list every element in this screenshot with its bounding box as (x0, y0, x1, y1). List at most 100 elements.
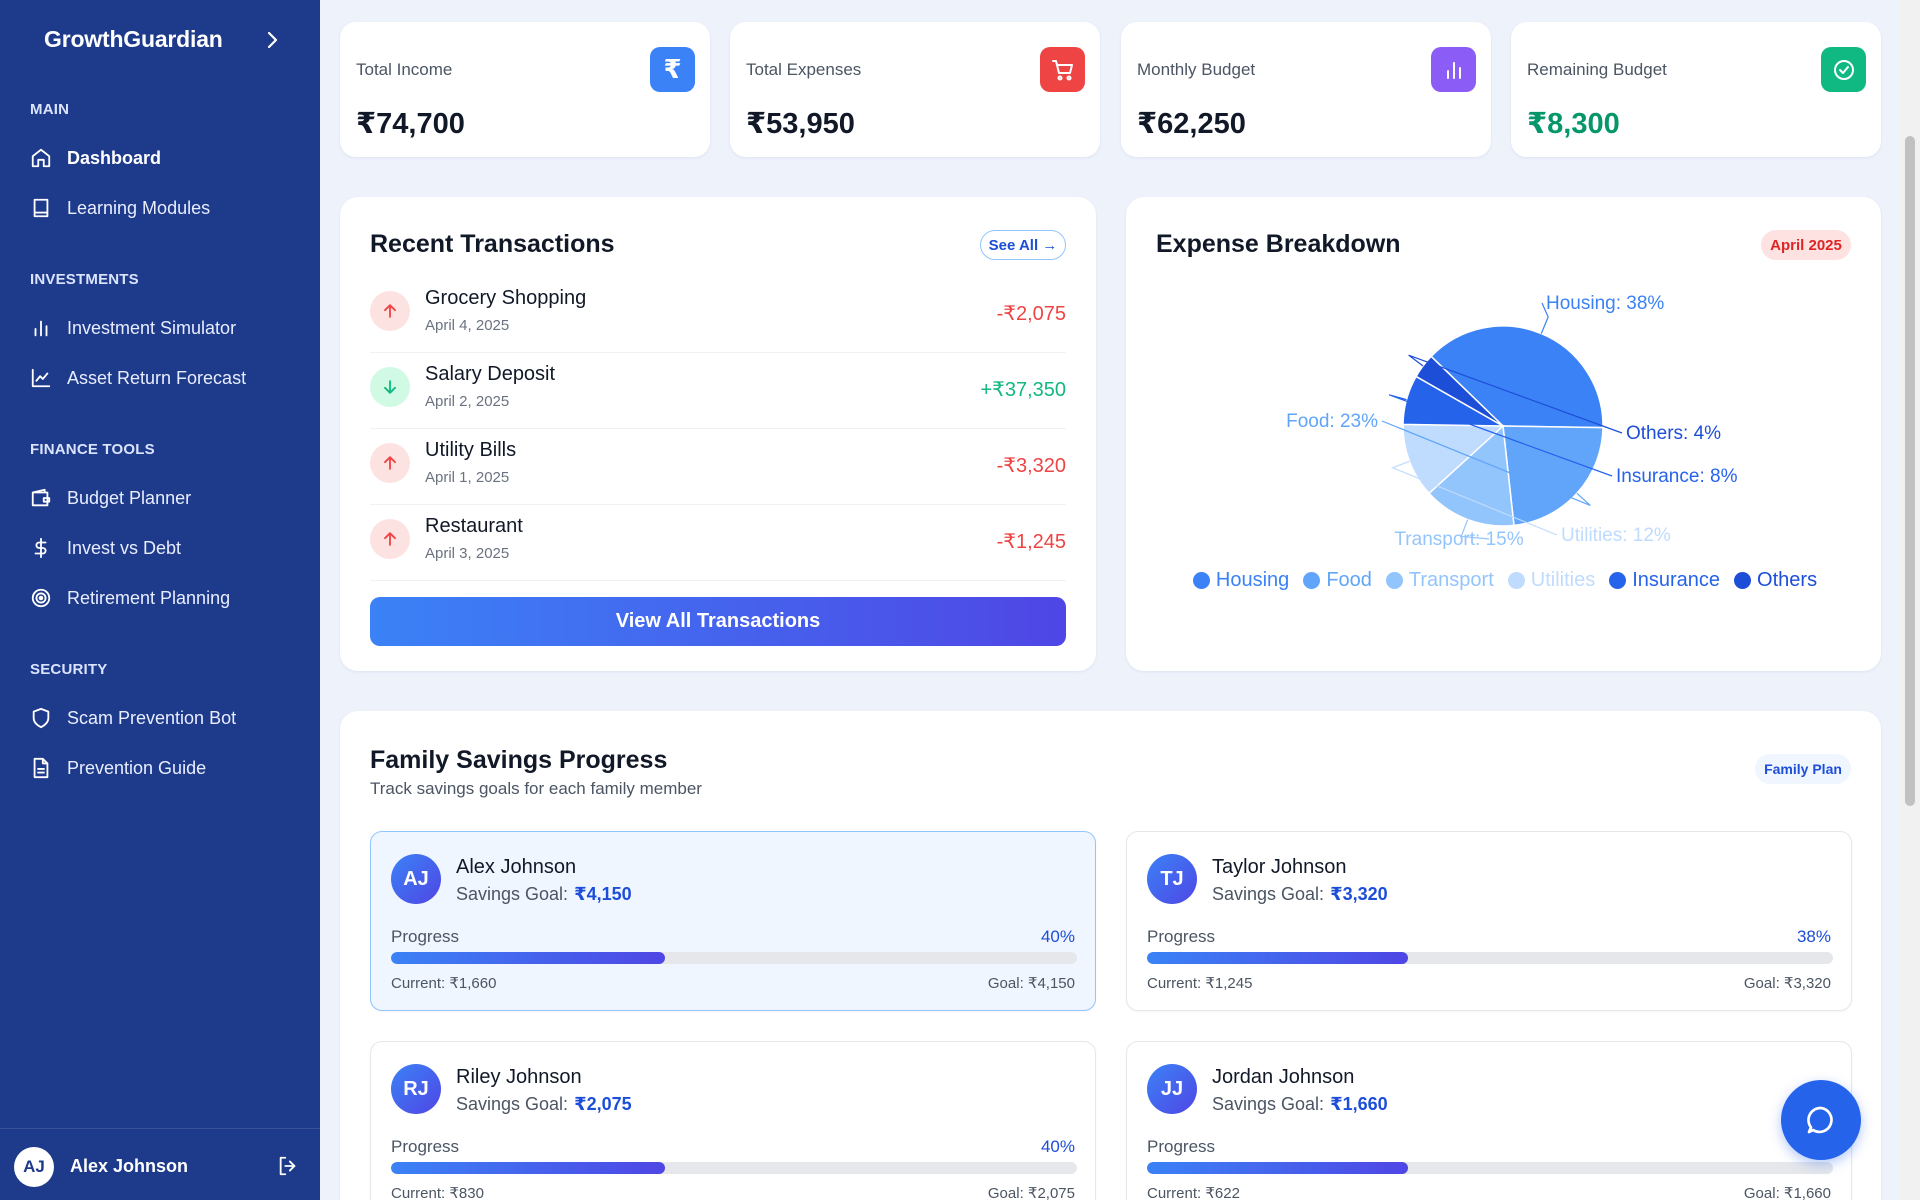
progress-bar (1147, 952, 1833, 964)
family-member-card[interactable]: RJ Riley Johnson Savings Goal: ₹2,075 Progre… (370, 1041, 1096, 1200)
progress-bar (1147, 1162, 1833, 1174)
table-row[interactable]: Salary Deposit April 2, 2025 +₹37,350 (370, 353, 1066, 429)
scrollbar-thumb[interactable] (1905, 136, 1915, 806)
sidebar-item-invest-vs-debt[interactable]: Invest vs Debt (30, 533, 290, 563)
progress-bar-fill (1147, 1162, 1408, 1174)
sidebar-item-scam-prevention-bot[interactable]: Scam Prevention Bot (30, 703, 290, 733)
legend-label: Food (1326, 569, 1372, 591)
sidebar-item-retirement-planning[interactable]: Retirement Planning (30, 583, 290, 613)
table-row[interactable]: Grocery Shopping April 4, 2025 -₹2,075 (370, 277, 1066, 353)
avatar[interactable]: AJ (14, 1147, 54, 1187)
current-amount: Current: ₹622 (1147, 1185, 1240, 1200)
family-member-card[interactable]: AJ Alex Johnson Savings Goal: ₹4,150 Progres… (370, 831, 1096, 1011)
pie-leader-line (1381, 420, 1591, 506)
pie-slice-label: Housing: 38% (1546, 293, 1664, 314)
panel-title: Family Savings Progress (370, 746, 668, 774)
legend-swatch (1609, 572, 1627, 589)
legend-item-insurance[interactable]: Insurance (1609, 569, 1720, 592)
sidebar-item-prevention-guide[interactable]: Prevention Guide (30, 753, 290, 783)
stat-value: ₹74,700 (356, 108, 465, 140)
sidebar-item-label: Investment Simulator (67, 317, 237, 338)
logout-icon[interactable] (277, 1155, 299, 1177)
sidebar-item-learning-modules[interactable]: Learning Modules (30, 193, 290, 223)
month-badge: April 2025 (1761, 230, 1851, 260)
nav-section-main: MAIN (30, 101, 70, 118)
stat-card-total-expenses: Total Expenses ₹53,950 (730, 22, 1100, 157)
progress-label: Progress (1147, 1137, 1216, 1156)
document-icon (33, 757, 49, 779)
sidebar-item-asset-return-forecast[interactable]: Asset Return Forecast (30, 363, 290, 393)
see-all-button[interactable]: See All → (980, 230, 1066, 260)
transaction-name: Grocery Shopping (425, 287, 587, 309)
current-amount: Current: ₹1,660 (391, 975, 497, 992)
legend-label: Others (1757, 569, 1818, 591)
savings-goal-value: ₹3,320 (1330, 884, 1388, 904)
legend-swatch (1734, 572, 1752, 589)
stat-label: Monthly Budget (1137, 60, 1256, 79)
stat-label: Remaining Budget (1527, 60, 1667, 79)
avatar: JJ (1147, 1064, 1197, 1114)
savings-goal-label: Savings Goal: (1212, 884, 1325, 904)
sidebar-item-budget-planner[interactable]: Budget Planner (30, 483, 290, 513)
legend-label: Utilities (1530, 569, 1596, 591)
savings-goal-value: ₹1,660 (1330, 1094, 1388, 1114)
panel-subtitle: Track savings goals for each family memb… (370, 779, 702, 798)
savings-goal: Savings Goal: ₹2,075 (456, 1094, 632, 1115)
pie-slice-label: Utilities: 12% (1561, 525, 1671, 546)
progress-bar (391, 1162, 1077, 1174)
transaction-amount: -₹3,320 (996, 455, 1066, 477)
line-chart-icon (31, 368, 51, 388)
avatar: TJ (1147, 854, 1197, 904)
legend-label: Insurance (1632, 569, 1721, 591)
goal-amount: Goal: ₹1,660 (1743, 1185, 1831, 1200)
pie-leader-line (1540, 302, 1549, 334)
member-name: Riley Johnson (456, 1066, 582, 1088)
legend-item-transport[interactable]: Transport (1385, 569, 1494, 592)
family-plan-badge: Family Plan (1755, 754, 1851, 784)
family-member-card[interactable]: JJ Jordan Johnson Savings Goal: ₹1,660 Progr… (1126, 1041, 1852, 1200)
table-row[interactable]: Restaurant April 3, 2025 -₹1,245 (370, 505, 1066, 581)
table-row[interactable]: Utility Bills April 1, 2025 -₹3,320 (370, 429, 1066, 505)
nav-section-finance-tools: FINANCE TOOLS (30, 441, 155, 458)
pie-slice-others[interactable] (1415, 355, 1504, 427)
arrow-down-icon (370, 367, 410, 407)
brand-logo[interactable]: GrowthGuardian (44, 26, 223, 52)
family-savings-panel: Family Savings Progress Track savings go… (340, 711, 1881, 1200)
legend-item-housing[interactable]: Housing (1192, 569, 1289, 592)
home-icon (31, 148, 51, 168)
scrollbar[interactable] (1900, 0, 1920, 1200)
current-amount: Current: ₹1,245 (1147, 975, 1253, 992)
legend-swatch (1303, 572, 1321, 589)
legend-swatch (1507, 572, 1525, 589)
chevron-right-icon[interactable] (262, 28, 282, 52)
legend-item-others[interactable]: Others (1734, 569, 1817, 592)
sidebar-item-label: Budget Planner (67, 487, 192, 508)
current-amount: Current: ₹830 (391, 1185, 484, 1200)
sidebar-item-dashboard[interactable]: Dashboard (30, 143, 290, 173)
savings-goal: Savings Goal: ₹3,320 (1212, 884, 1388, 905)
check-circle-icon (1821, 47, 1866, 92)
transaction-date: April 1, 2025 (425, 469, 510, 486)
rupee-icon: ₹ (650, 47, 695, 92)
sidebar-item-investment-simulator[interactable]: Investment Simulator (30, 313, 290, 343)
expense-pie-chart: Housing: 38% Food: 23% Transport: 15% Utili… (1286, 293, 1737, 550)
pie-slice-transport[interactable] (1427, 424, 1515, 527)
family-member-card[interactable]: TJ Taylor Johnson Savings Goal: ₹3,320 Progr… (1126, 831, 1852, 1011)
progress-label: Progress (391, 927, 460, 946)
transaction-name: Salary Deposit (425, 363, 556, 385)
transaction-date: April 2, 2025 (425, 393, 510, 410)
pie-slice-label: Others: 4% (1626, 423, 1721, 444)
progress-label: Progress (391, 1137, 460, 1156)
book-icon (33, 198, 49, 218)
sidebar-item-label: Dashboard (67, 147, 162, 168)
pie-leader-line (1388, 394, 1613, 477)
sidebar-item-label: Prevention Guide (67, 757, 207, 778)
view-all-transactions-button[interactable]: View All Transactions (370, 597, 1066, 646)
arrow-up-icon (370, 519, 410, 559)
pie-slice-housing[interactable] (1430, 325, 1604, 429)
progress-label: Progress (1147, 927, 1216, 946)
legend-item-food[interactable]: Food (1303, 569, 1372, 592)
legend-item-utilities[interactable]: Utilities (1507, 569, 1596, 592)
bar-chart-icon (1431, 47, 1476, 92)
chat-button[interactable] (1781, 1080, 1861, 1160)
